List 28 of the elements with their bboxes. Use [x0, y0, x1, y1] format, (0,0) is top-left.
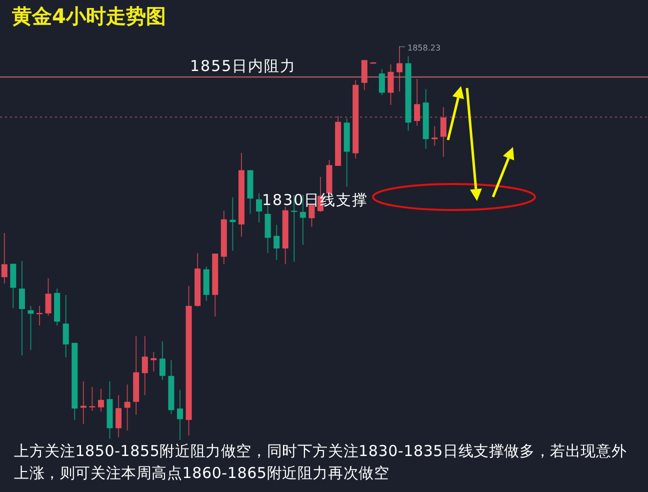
annotation: 1858.23 — [408, 44, 441, 53]
candlestick — [440, 106, 446, 158]
candlestick — [274, 224, 280, 260]
candlestick — [388, 64, 394, 106]
candlestick — [177, 390, 183, 440]
candlestick — [45, 278, 52, 316]
candlestick — [159, 340, 166, 380]
candlestick — [361, 60, 368, 90]
candlestick — [62, 294, 69, 358]
candlestick — [378, 68, 385, 96]
candlestick — [432, 126, 438, 146]
candlestick — [414, 78, 420, 126]
ref-line-label: 1855日内阻力 — [190, 56, 296, 75]
candlestick — [256, 192, 262, 224]
candlestick — [116, 394, 122, 438]
candlestick — [18, 260, 25, 356]
candlestick — [124, 384, 130, 432]
candlestick — [150, 351, 157, 372]
candlestick — [98, 388, 104, 412]
candlestick — [89, 386, 96, 412]
chart-title: 黄金4小时走势图 — [11, 4, 166, 28]
candlestick — [10, 263, 16, 309]
candlestick — [1, 232, 8, 284]
candlestick — [264, 204, 271, 254]
candlestick — [28, 305, 34, 350]
candlestick — [142, 336, 148, 396]
text: 上方关注1850-1855附近阻力做空，同时下方关注1830-1835日线支撑做多，若出现意外上涨，则可关注本周高点1860-1865附近阻力再次做空 — [14, 441, 628, 484]
candlestick — [396, 46, 402, 92]
